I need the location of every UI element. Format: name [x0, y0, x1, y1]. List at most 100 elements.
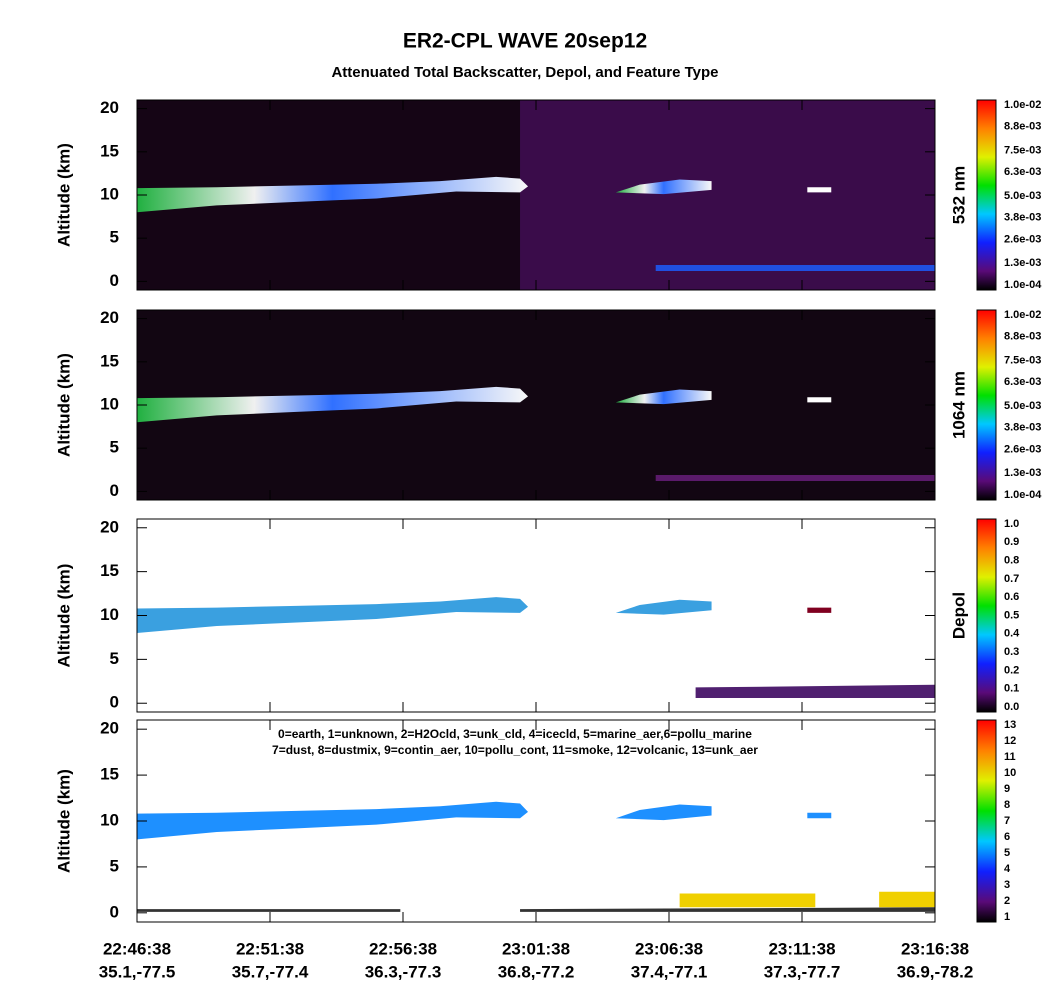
- cloud-layer: [615, 804, 712, 821]
- y-axis-label: Altitude (km): [54, 143, 73, 247]
- colorbar-tick-label: 0.0: [1004, 701, 1019, 713]
- y-tick-label: 0: [110, 693, 119, 712]
- subtitle: Attenuated Total Backscatter, Depol, and…: [331, 64, 718, 81]
- background-haze: [520, 100, 935, 290]
- y-tick-label: 10: [100, 394, 119, 413]
- x-tick-label: 23:06:38: [635, 939, 703, 958]
- colorbar-tick-label: 8: [1004, 799, 1010, 811]
- y-axis-label: Altitude (km): [54, 769, 73, 873]
- cloud-layer: [137, 597, 529, 634]
- colorbar-tick-label: 0.7: [1004, 573, 1019, 585]
- x-tick-label: 36.9,-78.2: [897, 962, 974, 981]
- y-tick-label: 0: [110, 271, 119, 290]
- colorbar-tick-label: 12: [1004, 735, 1016, 747]
- colorbar-tick-label: 7: [1004, 815, 1010, 827]
- colorbar-tick-label: 9: [1004, 783, 1010, 795]
- colorbar-tick-label: 0.5: [1004, 609, 1019, 621]
- colorbar-tick-label: 1.0e-04: [1004, 489, 1042, 501]
- y-tick-label: 15: [100, 765, 119, 784]
- y-tick-label: 20: [100, 98, 119, 117]
- y-tick-label: 5: [110, 856, 119, 875]
- colorbar-tick-label: 6.3e-03: [1004, 376, 1041, 388]
- colorbar-tick-label: 0.1: [1004, 683, 1019, 695]
- annotation: 7=dust, 8=dustmix, 9=contin_aer, 10=poll…: [272, 743, 758, 757]
- ground-return: [520, 907, 935, 912]
- colorbar: [976, 99, 997, 291]
- x-tick-label: 35.1,-77.5: [99, 962, 176, 981]
- colorbar-tick-label: 0.9: [1004, 536, 1019, 548]
- y-tick-label: 5: [110, 228, 119, 247]
- cloud-layer: [807, 187, 832, 193]
- cloud-layer: [137, 386, 529, 423]
- colorbar-tick-label: 3.8e-03: [1004, 212, 1041, 224]
- colorbar-tick-label: 2.6e-03: [1004, 233, 1041, 245]
- colorbar-tick-label: 3.8e-03: [1004, 422, 1041, 434]
- colorbar-tick-label: 13: [1004, 719, 1016, 731]
- cloud-layer: [615, 179, 712, 195]
- ground-return: [137, 909, 401, 912]
- x-tick-label: 22:46:38: [103, 939, 171, 958]
- colorbar-tick-label: 7.5e-03: [1004, 144, 1041, 156]
- aerosol-layer: [879, 891, 935, 908]
- x-tick-label: 37.4,-77.1: [631, 962, 708, 981]
- y-tick-label: 15: [100, 561, 119, 580]
- colorbar-tick-label: 0.6: [1004, 591, 1019, 603]
- colorbar-label: 532 nm: [949, 166, 968, 225]
- colorbar-tick-label: 1.3e-03: [1004, 257, 1041, 269]
- y-axis-label: Altitude (km): [54, 353, 73, 457]
- colorbar-tick-label: 0.3: [1004, 646, 1019, 658]
- colorbar-tick-label: 5.0e-03: [1004, 400, 1041, 412]
- y-tick-label: 10: [100, 605, 119, 624]
- colorbar-tick-label: 6: [1004, 831, 1010, 843]
- colorbar-tick-label: 1.3e-03: [1004, 467, 1041, 479]
- aerosol-layer: [695, 684, 935, 698]
- y-tick-label: 10: [100, 810, 119, 829]
- cloud-layer: [615, 389, 712, 405]
- cloud-layer: [137, 801, 529, 840]
- cloud-layer: [807, 607, 832, 613]
- colorbar-tick-label: 0.8: [1004, 555, 1019, 567]
- title: ER2-CPL WAVE 20sep12: [403, 30, 647, 53]
- colorbar: [976, 518, 997, 713]
- colorbar-tick-label: 4: [1004, 863, 1011, 875]
- colorbar-tick-label: 5: [1004, 847, 1010, 859]
- colorbar: [976, 719, 997, 923]
- y-tick-label: 20: [100, 308, 119, 327]
- x-tick-label: 23:11:38: [768, 939, 835, 958]
- y-tick-label: 10: [100, 184, 119, 203]
- cloud-layer: [807, 812, 832, 819]
- colorbar-tick-label: 10: [1004, 767, 1016, 779]
- y-axis-label: Altitude (km): [54, 564, 73, 668]
- colorbar-tick-label: 2: [1004, 895, 1010, 907]
- x-tick-label: 22:51:38: [236, 939, 304, 958]
- cloud-layer: [807, 397, 832, 403]
- colorbar: [976, 309, 997, 501]
- x-tick-label: 37.3,-77.7: [764, 962, 841, 981]
- x-tick-label: 36.8,-77.2: [498, 962, 575, 981]
- aerosol-layer: [655, 264, 935, 271]
- colorbar-tick-label: 1: [1004, 911, 1010, 923]
- x-tick-label: 23:16:38: [901, 939, 969, 958]
- x-tick-label: 36.3,-77.3: [365, 962, 442, 981]
- x-tick-label: 22:56:38: [369, 939, 437, 958]
- colorbar-tick-label: 2.6e-03: [1004, 443, 1041, 455]
- annotation: 0=earth, 1=unknown, 2=H2Ocld, 3=unk_cld,…: [278, 727, 752, 741]
- colorbar-tick-label: 1.0: [1004, 518, 1019, 530]
- y-tick-label: 20: [100, 719, 119, 738]
- y-tick-label: 5: [110, 438, 119, 457]
- x-tick-label: 23:01:38: [502, 939, 570, 958]
- aerosol-layer: [679, 893, 816, 908]
- y-tick-label: 5: [110, 649, 119, 668]
- colorbar-label: 1064 nm: [949, 371, 968, 439]
- colorbar-tick-label: 1.0e-02: [1004, 309, 1041, 321]
- colorbar-tick-label: 11: [1004, 751, 1016, 763]
- y-tick-label: 0: [110, 902, 119, 921]
- colorbar-tick-label: 8.8e-03: [1004, 121, 1041, 133]
- x-tick-label: 35.7,-77.4: [232, 962, 309, 981]
- colorbar-tick-label: 5.0e-03: [1004, 190, 1041, 202]
- aerosol-layer: [655, 474, 935, 481]
- y-tick-label: 20: [100, 517, 119, 536]
- y-tick-label: 0: [110, 481, 119, 500]
- colorbar-tick-label: 6.3e-03: [1004, 166, 1041, 178]
